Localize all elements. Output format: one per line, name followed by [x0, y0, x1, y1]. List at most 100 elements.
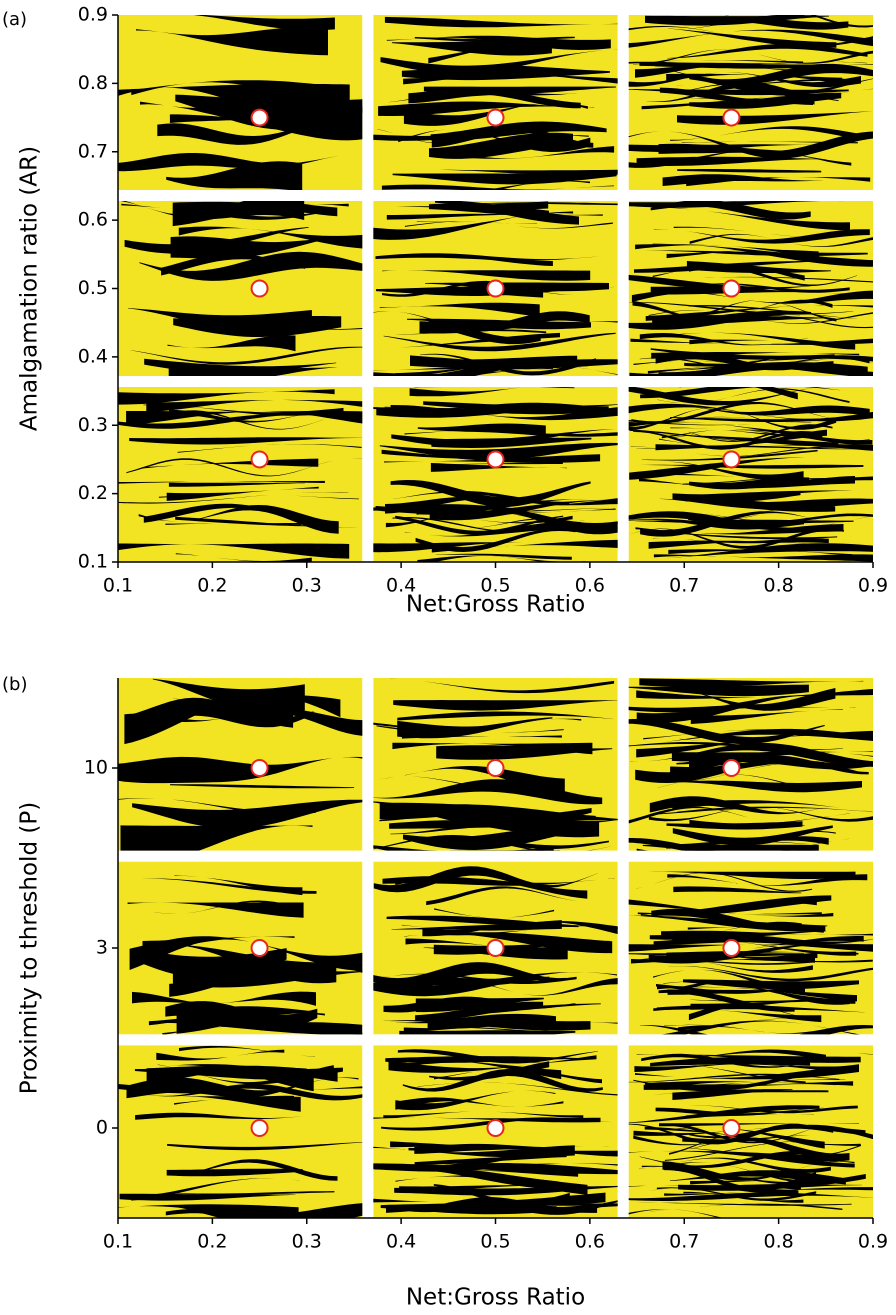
texture-stripe: [378, 101, 595, 116]
texture-stripe: [685, 276, 874, 283]
y-tick-label: 0.4: [78, 345, 108, 367]
texture-stripe: [628, 144, 836, 152]
texture-stripe: [373, 962, 566, 989]
panel-label: (b): [2, 674, 27, 695]
texture-stripe: [146, 410, 323, 430]
texture-stripe: [679, 895, 832, 916]
texture-stripe: [676, 78, 845, 87]
texture-stripe: [118, 153, 341, 172]
texture-stripe: [628, 742, 843, 751]
texture-stripe: [648, 943, 873, 964]
texture-stripe: [630, 338, 874, 345]
texture-stripe: [657, 283, 850, 293]
texture-stripe: [178, 226, 363, 249]
texture-stripe: [650, 348, 835, 360]
texture-stripe: [646, 82, 815, 105]
texture-stripe: [172, 201, 349, 227]
texture-stripe: [430, 146, 615, 159]
texture-stripe: [392, 742, 593, 755]
texture-stripe: [671, 1162, 816, 1184]
texture-stripe: [395, 515, 564, 535]
texture-stripe: [373, 779, 603, 805]
texture-stripe: [684, 356, 861, 367]
x-axis-label: Net:Gross Ratio: [406, 592, 585, 618]
texture-stripe: [124, 227, 309, 254]
texture-stripe: [645, 530, 838, 540]
texture-stripe: [429, 1203, 618, 1206]
texture-stripe: [682, 1049, 826, 1060]
texture-stripe: [659, 1123, 859, 1127]
texture-stripe: [157, 1064, 334, 1085]
texture-stripe: [672, 825, 833, 846]
texture-stripe: [640, 387, 841, 399]
texture-stripe: [127, 902, 304, 918]
texture-stripe: [127, 308, 312, 330]
point: [722, 279, 741, 298]
texture-stripe: [136, 27, 328, 56]
texture-stripe: [649, 796, 826, 815]
texture-stripe: [656, 1183, 801, 1190]
texture-stripe: [689, 75, 874, 96]
texture-stripe: [409, 387, 526, 397]
texture-stripe: [628, 1073, 846, 1083]
texture-stripe: [669, 1170, 846, 1185]
texture: [118, 861, 363, 1035]
texture-stripe: [142, 948, 287, 979]
texture-stripe: [678, 1025, 846, 1034]
texture-stripe: [175, 553, 312, 562]
x-tick-label: 0.5: [480, 1231, 510, 1253]
texture-stripe: [402, 1069, 603, 1092]
texture-stripe: [390, 480, 591, 507]
texture-stripe: [689, 1105, 858, 1114]
y-axis-label: Proximity to threshold (P): [17, 802, 43, 1094]
texture-stripe: [638, 1157, 831, 1173]
texture-stripe: [126, 458, 363, 477]
texture-stripe: [649, 315, 874, 329]
texture-stripe: [373, 866, 598, 893]
texture-stripe: [672, 1127, 825, 1149]
texture-stripe: [176, 1006, 313, 1034]
y-axis-label: Amalgamation ratio (AR): [17, 146, 43, 431]
texture-stripe: [131, 1178, 300, 1201]
texture-stripe: [628, 511, 874, 531]
texture-stripe: [414, 1155, 567, 1166]
x-tick-label: 0.8: [764, 575, 794, 597]
texture-stripe: [652, 300, 837, 324]
texture: [628, 1045, 874, 1219]
texture-stripe: [630, 446, 847, 457]
texture-stripe: [690, 15, 874, 28]
texture-stripe: [628, 464, 864, 469]
texture-stripe: [668, 549, 853, 556]
texture-stripe: [646, 728, 874, 745]
texture-stripe: [424, 253, 553, 266]
y-tick-label: 0.9: [78, 4, 108, 26]
x-tick-label: 0.9: [858, 575, 888, 597]
texture-stripe: [162, 1022, 363, 1035]
texture-stripe: [416, 504, 561, 515]
texture-stripe: [401, 920, 562, 931]
texture-stripe: [636, 156, 829, 166]
point: [486, 108, 505, 127]
texture-stripe: [144, 944, 337, 984]
texture-stripe: [118, 756, 363, 784]
texture-stripe: [628, 1192, 874, 1201]
point: [722, 108, 741, 127]
texture-stripe: [666, 249, 819, 259]
texture-stripe: [384, 454, 601, 463]
texture-stripe: [392, 517, 585, 532]
texture-stripe: [177, 1065, 338, 1082]
texture-stripe: [167, 335, 296, 352]
texture-stripe: [417, 202, 618, 206]
texture-stripe: [636, 688, 874, 699]
texture-stripe: [662, 174, 823, 186]
texture-stripe: [628, 705, 856, 713]
texture-stripe: [404, 521, 581, 537]
texture-stripe: [689, 92, 842, 109]
texture-stripe: [118, 480, 325, 484]
texture: [373, 861, 618, 1035]
texture-stripe: [417, 423, 546, 437]
texture-stripe: [644, 960, 813, 965]
texture-stripe: [129, 437, 363, 445]
texture-stripe: [659, 498, 874, 510]
texture-stripe: [645, 15, 829, 26]
